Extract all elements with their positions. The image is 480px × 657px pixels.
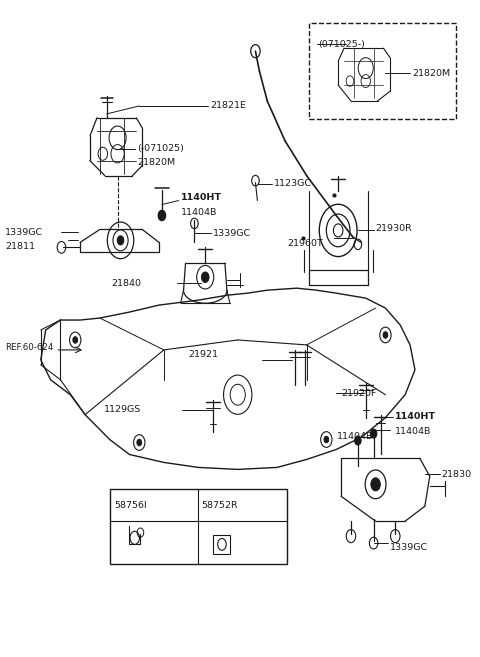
Text: 1339GC: 1339GC — [213, 229, 251, 238]
Text: 21921: 21921 — [188, 350, 218, 359]
Text: 58752R: 58752R — [201, 501, 238, 509]
Text: (071025-): (071025-) — [318, 39, 365, 49]
Circle shape — [117, 236, 124, 245]
Bar — [214, 535, 230, 555]
Text: 21830: 21830 — [442, 470, 472, 479]
Text: REF.60-624: REF.60-624 — [5, 344, 54, 352]
Text: 21840: 21840 — [111, 279, 141, 288]
Text: 1140HT: 1140HT — [180, 193, 222, 202]
Text: 21820M: 21820M — [137, 158, 175, 167]
Text: 21811: 21811 — [5, 242, 36, 251]
Text: 21821E: 21821E — [210, 101, 246, 110]
Circle shape — [73, 336, 78, 343]
Circle shape — [324, 436, 329, 443]
Text: 11404B: 11404B — [337, 432, 373, 441]
Circle shape — [202, 272, 209, 283]
Bar — [309, 23, 456, 119]
Text: 11404B: 11404B — [180, 208, 217, 217]
Text: 1129GS: 1129GS — [104, 405, 141, 414]
Text: 1140HT: 1140HT — [396, 412, 436, 421]
Text: 58756I: 58756I — [115, 501, 147, 509]
Circle shape — [371, 478, 380, 491]
Text: 11404B: 11404B — [396, 427, 432, 436]
Text: 21930R: 21930R — [375, 224, 412, 233]
Bar — [110, 489, 287, 564]
Circle shape — [355, 436, 361, 445]
Circle shape — [370, 429, 377, 438]
Text: (-071025): (-071025) — [137, 145, 184, 153]
Text: 21820M: 21820M — [412, 68, 450, 78]
Text: 21920F: 21920F — [341, 389, 376, 398]
Circle shape — [383, 332, 388, 338]
Text: 1339GC: 1339GC — [390, 543, 429, 552]
Text: 1339GC: 1339GC — [5, 228, 44, 237]
Text: 21960T: 21960T — [287, 239, 323, 248]
Circle shape — [158, 210, 166, 221]
Circle shape — [137, 440, 142, 446]
Text: 1123GC: 1123GC — [274, 179, 312, 188]
